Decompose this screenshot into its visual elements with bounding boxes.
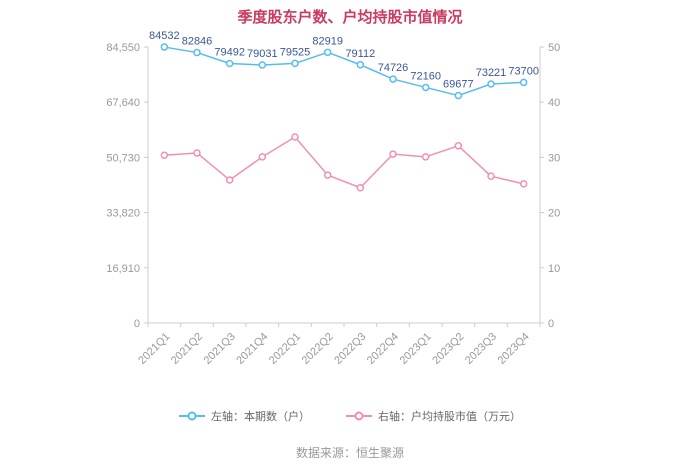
right-axis-tick-label: 40 [548,97,560,109]
x-axis-category-label: 2021Q4 [234,331,270,367]
series-point [389,150,397,158]
series-data-label: 72160 [410,70,441,82]
series-data-label: 69677 [443,79,474,91]
series-point [258,61,267,69]
legend-item-shareholder-count[interactable]: 左轴：本期数（户） [179,408,310,424]
legend-dot-pink [354,411,364,421]
series-data-label: 79112 [345,48,375,60]
series-point [323,48,332,57]
series-point [291,59,299,68]
x-axis-category-label: 2022Q2 [300,331,336,367]
series-data-label: 73221 [476,67,507,79]
series-data-label: 82846 [182,36,213,48]
right-axis-tick-label: 50 [548,42,560,54]
series-point [258,153,267,161]
legend-line-dot-marker-pink [346,411,372,421]
series-point [160,151,169,159]
series-point [519,78,528,87]
right-axis-tick-label: 0 [548,318,554,330]
series-point [225,59,234,68]
x-axis-category-label: 2023Q4 [496,331,532,367]
legend-line-dot-marker-blue [179,411,205,421]
series-line [164,46,524,97]
series-data-label: 73700 [508,65,539,77]
line-chart-svg: 0 0 16,910 10 33,820 20 50,730 30 67,640 40 84,550… [106,30,560,367]
left-axis-tick-label: 16,910 [106,263,140,275]
series-point [389,75,397,83]
series-point [225,176,234,184]
x-axis-category-label: 2022Q1 [267,331,303,367]
series-point [519,180,528,188]
series-point [323,171,332,179]
series-point [421,83,430,92]
series-data-label: 84532 [149,30,180,42]
series-point [356,61,365,69]
x-axis-category-label: 2022Q3 [332,331,368,367]
x-axis-category-label: 2021Q1 [136,331,172,367]
x-axis-category-label: 2021Q2 [169,331,205,367]
left-axis-tick-label: 67,640 [106,97,140,109]
series-point [487,80,495,88]
x-axis-category-label: 2023Q1 [398,331,434,367]
x-axis-category-label: 2023Q3 [463,331,499,367]
x-axis-category-label: 2023Q2 [430,331,466,367]
x-axis-category-label: 2021Q3 [202,331,238,367]
series-point [454,91,463,100]
data-source: 数据来源：恒生聚源 [295,446,404,460]
chart-title: 季度股东户数、户均持股市值情况 [237,9,463,26]
series-point [193,48,201,57]
left-axis-tick-label: 50,730 [106,152,140,164]
chart-legend: 左轴：本期数（户） 右轴：户均持股市值（万元） [0,408,700,424]
left-axis-tick-label: 0 [134,318,140,330]
right-axis-tick-label: 10 [548,263,560,275]
right-axis-tick-label: 30 [548,152,560,164]
series-data-label: 74726 [378,62,409,74]
series-data-label: 79525 [280,46,311,58]
legend-label-shareholder-count: 左轴：本期数（户） [211,411,310,423]
series-point [454,142,463,150]
series-data-label: 82919 [312,35,343,47]
legend-label-avg-holding-value: 右轴：户均持股市值（万元） [378,411,521,423]
left-axis-tick-label: 84,550 [106,42,140,54]
series-point [193,149,201,157]
legend-item-avg-holding-value[interactable]: 右轴：户均持股市值（万元） [346,408,521,424]
series-point [487,172,495,180]
series-data-label: 79492 [214,47,245,59]
series-point [160,43,169,51]
series-data-label: 79031 [247,48,278,60]
left-axis-tick-label: 33,820 [106,208,140,220]
x-axis-category-label: 2022Q4 [365,331,401,367]
series-point [291,133,299,141]
legend-dot-blue [187,411,197,421]
series-point [356,184,365,192]
series-point [421,153,430,161]
right-axis-tick-label: 20 [548,208,560,220]
series-line [164,136,524,189]
